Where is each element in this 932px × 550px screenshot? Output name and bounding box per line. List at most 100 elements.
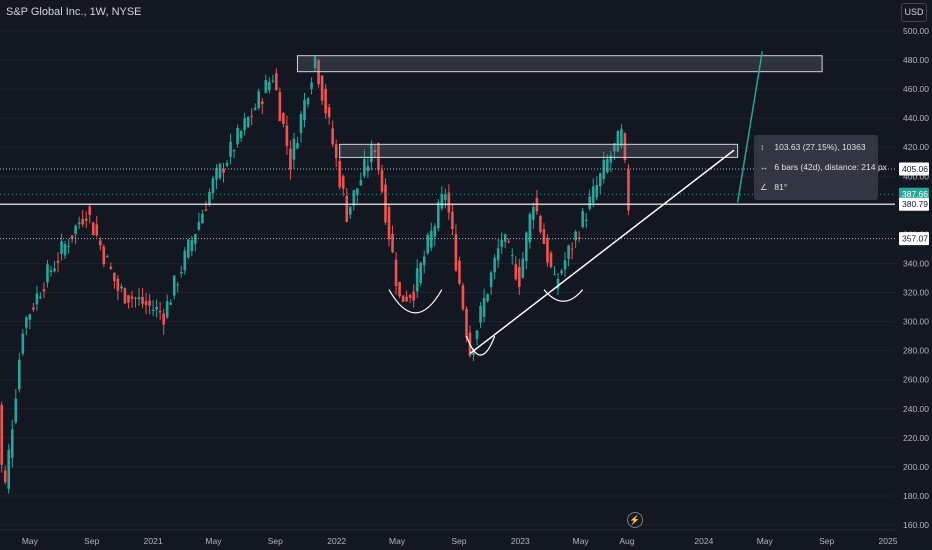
- candle-body: [412, 291, 415, 301]
- candle-body: [292, 138, 296, 160]
- candle-body: [158, 311, 162, 313]
- price-tag-box: [899, 187, 929, 201]
- candle-body: [91, 222, 95, 236]
- candle-body: [299, 113, 303, 134]
- candle-body: [35, 293, 39, 305]
- angle-text: 81°: [774, 182, 788, 192]
- candle-body: [570, 248, 574, 250]
- candle-body: [10, 429, 14, 458]
- candle-body: [542, 229, 546, 245]
- candle-body: [546, 237, 549, 263]
- candle-body: [539, 215, 542, 232]
- candle-body: [401, 295, 405, 303]
- bars-range-text: 6 bars (42d), distance: 214 px: [774, 162, 887, 172]
- candle-body: [303, 99, 306, 121]
- candle-body: [46, 264, 49, 283]
- candle-body: [584, 219, 588, 222]
- teal-trendline: [736, 51, 763, 203]
- candle-body: [489, 272, 493, 287]
- candle-body: [148, 300, 151, 306]
- candle-body: [98, 240, 102, 246]
- angle-icon: ∠: [760, 182, 768, 192]
- candle-body: [429, 230, 433, 248]
- y-tick-label: 160.00: [903, 520, 929, 530]
- candle-body: [25, 317, 28, 328]
- candle-body: [384, 184, 387, 223]
- candle-body: [197, 221, 201, 230]
- candle-body: [574, 231, 577, 241]
- candle-body: [598, 173, 602, 187]
- x-tick-label: May: [389, 536, 406, 546]
- candle-body: [74, 225, 77, 234]
- candle-body: [532, 206, 535, 220]
- candle-body: [179, 272, 183, 274]
- candle-body: [451, 211, 454, 230]
- candle-body: [341, 176, 345, 189]
- y-tick-label: 280.00: [903, 346, 929, 356]
- y-tick-label: 340.00: [903, 258, 929, 268]
- currency-button[interactable]: USD: [901, 3, 927, 22]
- candle-body: [190, 239, 194, 252]
- angle-row: ∠ 81°: [760, 182, 787, 193]
- candle-body: [218, 163, 222, 178]
- candle-body: [313, 56, 317, 69]
- candle-body: [606, 158, 609, 173]
- candle-body: [549, 252, 553, 268]
- candle-body: [623, 133, 627, 161]
- candle-body: [317, 60, 320, 85]
- candle-body: [144, 301, 148, 305]
- x-tick-label: Sep: [84, 536, 99, 546]
- candle-body: [503, 234, 507, 242]
- candle-body: [422, 256, 426, 266]
- candle-body: [137, 297, 141, 300]
- candle-body: [42, 289, 46, 292]
- candle-body: [102, 246, 106, 265]
- price-axis-panel: [895, 0, 932, 550]
- candle-body: [458, 260, 461, 284]
- candle-body: [500, 239, 503, 247]
- candle-body: [18, 359, 21, 390]
- candle-body: [447, 192, 451, 213]
- x-tick-label: May: [205, 536, 222, 546]
- candle-body: [334, 144, 338, 159]
- candle-body: [211, 178, 215, 193]
- candle-body: [493, 257, 496, 273]
- candle-body: [563, 260, 567, 270]
- candle-body: [260, 101, 264, 105]
- candle-body: [7, 449, 11, 489]
- candle-body: [405, 296, 408, 302]
- candle-body: [3, 470, 7, 483]
- x-tick-label: 2023: [511, 536, 530, 546]
- lightning-icon[interactable]: ⚡: [627, 512, 643, 528]
- candle-body: [577, 237, 581, 239]
- y-tick-label: 440.00: [903, 113, 929, 123]
- candle-body: [141, 296, 144, 304]
- candle-body: [482, 298, 486, 317]
- candle-body: [239, 130, 243, 139]
- candle-body: [496, 248, 500, 261]
- candle-body: [475, 330, 479, 340]
- candle-body: [264, 80, 268, 93]
- candle-body: [486, 294, 489, 302]
- candle-body: [120, 286, 123, 289]
- candle-body: [127, 295, 130, 303]
- candle-body: [172, 275, 176, 296]
- y-tick-label: 320.00: [903, 288, 929, 298]
- price-tag-box: [899, 162, 929, 176]
- candle-body: [591, 186, 595, 203]
- candle-body: [81, 219, 84, 225]
- candle-body: [581, 210, 584, 228]
- candle-body: [560, 270, 563, 274]
- y-tick-label: 480.00: [903, 55, 929, 65]
- candle-body: [440, 194, 444, 209]
- x-tick-label: May: [22, 536, 39, 546]
- candle-body: [510, 255, 514, 257]
- candle-body: [232, 150, 236, 152]
- y-tick-label: 400.00: [903, 171, 929, 181]
- candle-body: [620, 128, 623, 147]
- resistance-zone-rectangle: [339, 143, 739, 158]
- pattern-arc: [465, 335, 496, 356]
- candle-body: [267, 81, 271, 91]
